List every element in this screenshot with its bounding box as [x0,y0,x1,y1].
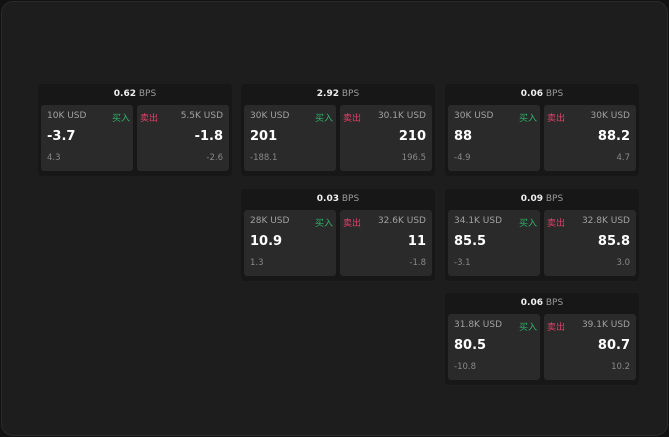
sell-price: 11 [407,234,426,249]
sell-size: 39.1K USD [581,320,630,330]
sell-change: 4.7 [616,153,630,163]
sell-panel[interactable]: 卖出 32.8K USD 85.8 3.0 [544,210,636,276]
buy-change: -4.9 [454,153,471,163]
sell-panel[interactable]: 卖出 39.1K USD 80.7 10.2 [544,314,636,380]
buy-panel[interactable]: 10K USD 买入 -3.7 4.3 [41,105,133,171]
sell-label: 卖出 [343,219,362,229]
quote-card: 0.06 BPS 30K USD 买入 88 -4.9 卖出 30K USD 8… [445,84,639,176]
buy-price: 88 [454,129,473,144]
buy-label: 买入 [314,114,333,124]
sell-price: 210 [398,129,426,144]
sell-size: 32.8K USD [581,216,630,226]
spread-header: 0.62 BPS [38,84,232,105]
sell-change: 3.0 [616,258,630,268]
sell-label: 卖出 [343,114,362,124]
spread-value: 2.92 [316,89,339,99]
sell-label: 卖出 [547,114,566,124]
buy-panel[interactable]: 28K USD 买入 10.9 1.3 [244,210,336,276]
buy-price: 10.9 [250,234,283,249]
sell-price: 85.8 [597,234,630,249]
buy-change: -188.1 [250,153,278,163]
spread-header: 0.06 BPS [445,84,639,105]
sell-price: 80.7 [597,338,630,353]
buy-price: 201 [250,129,278,144]
spread-value: 0.06 [520,89,543,99]
sell-size: 30.1K USD [377,111,426,121]
buy-change: -3.1 [454,258,471,268]
buy-label: 买入 [111,114,130,124]
spread-value: 0.06 [520,298,543,308]
spread-header: 2.92 BPS [241,84,435,105]
buy-price: -3.7 [47,129,76,144]
sell-label: 卖出 [140,114,159,124]
spread-unit: BPS [341,194,360,204]
quote-card: 0.06 BPS 31.8K USD 买入 80.5 -10.8 卖出 39.1… [445,293,639,385]
sell-change: -2.6 [206,153,223,163]
buy-size: 34.1K USD [454,216,503,226]
sell-panel[interactable]: 卖出 30K USD 88.2 4.7 [544,105,636,171]
sell-change: 10.2 [611,362,630,372]
sell-size: 30K USD [590,111,630,121]
sell-panel[interactable]: 卖出 30.1K USD 210 196.5 [340,105,432,171]
sell-size: 32.6K USD [377,216,426,226]
buy-label: 买入 [518,323,537,333]
sell-change: -1.8 [409,258,426,268]
buy-panel[interactable]: 30K USD 买入 201 -188.1 [244,105,336,171]
buy-price: 85.5 [454,234,487,249]
buy-panel[interactable]: 31.8K USD 买入 80.5 -10.8 [448,314,540,380]
spread-unit: BPS [545,89,564,99]
spread-value: 0.62 [113,89,136,99]
sell-panel[interactable]: 卖出 32.6K USD 11 -1.8 [340,210,432,276]
sell-panel[interactable]: 卖出 5.5K USD -1.8 -2.6 [137,105,229,171]
spread-unit: BPS [341,89,360,99]
spread-header: 0.03 BPS [241,189,435,210]
buy-size: 10K USD [47,111,87,121]
buy-change: -10.8 [454,362,476,372]
buy-label: 买入 [314,219,333,229]
spread-unit: BPS [545,194,564,204]
buy-panel[interactable]: 34.1K USD 买入 85.5 -3.1 [448,210,540,276]
sell-size: 5.5K USD [180,111,223,121]
spread-unit: BPS [138,89,157,99]
sell-label: 卖出 [547,219,566,229]
sell-change: 196.5 [401,153,426,163]
sell-label: 卖出 [547,323,566,333]
buy-label: 买入 [518,114,537,124]
buy-change: 1.3 [250,258,264,268]
spread-value: 0.03 [316,194,339,204]
buy-size: 30K USD [250,111,290,121]
sell-price: -1.8 [194,129,223,144]
spread-header: 0.09 BPS [445,189,639,210]
spread-value: 0.09 [520,194,543,204]
spread-header: 0.06 BPS [445,293,639,314]
buy-panel[interactable]: 30K USD 买入 88 -4.9 [448,105,540,171]
buy-price: 80.5 [454,338,487,353]
quote-card: 0.62 BPS 10K USD 买入 -3.7 4.3 卖出 5.5K USD… [38,84,232,176]
buy-size: 30K USD [454,111,494,121]
quote-card: 0.09 BPS 34.1K USD 买入 85.5 -3.1 卖出 32.8K… [445,189,639,281]
quote-card: 2.92 BPS 30K USD 买入 201 -188.1 卖出 30.1K … [241,84,435,176]
buy-size: 28K USD [250,216,290,226]
buy-label: 买入 [518,219,537,229]
spread-unit: BPS [545,298,564,308]
buy-change: 4.3 [47,153,61,163]
buy-size: 31.8K USD [454,320,503,330]
sell-price: 88.2 [597,129,630,144]
quote-card: 0.03 BPS 28K USD 买入 10.9 1.3 卖出 32.6K US… [241,189,435,281]
